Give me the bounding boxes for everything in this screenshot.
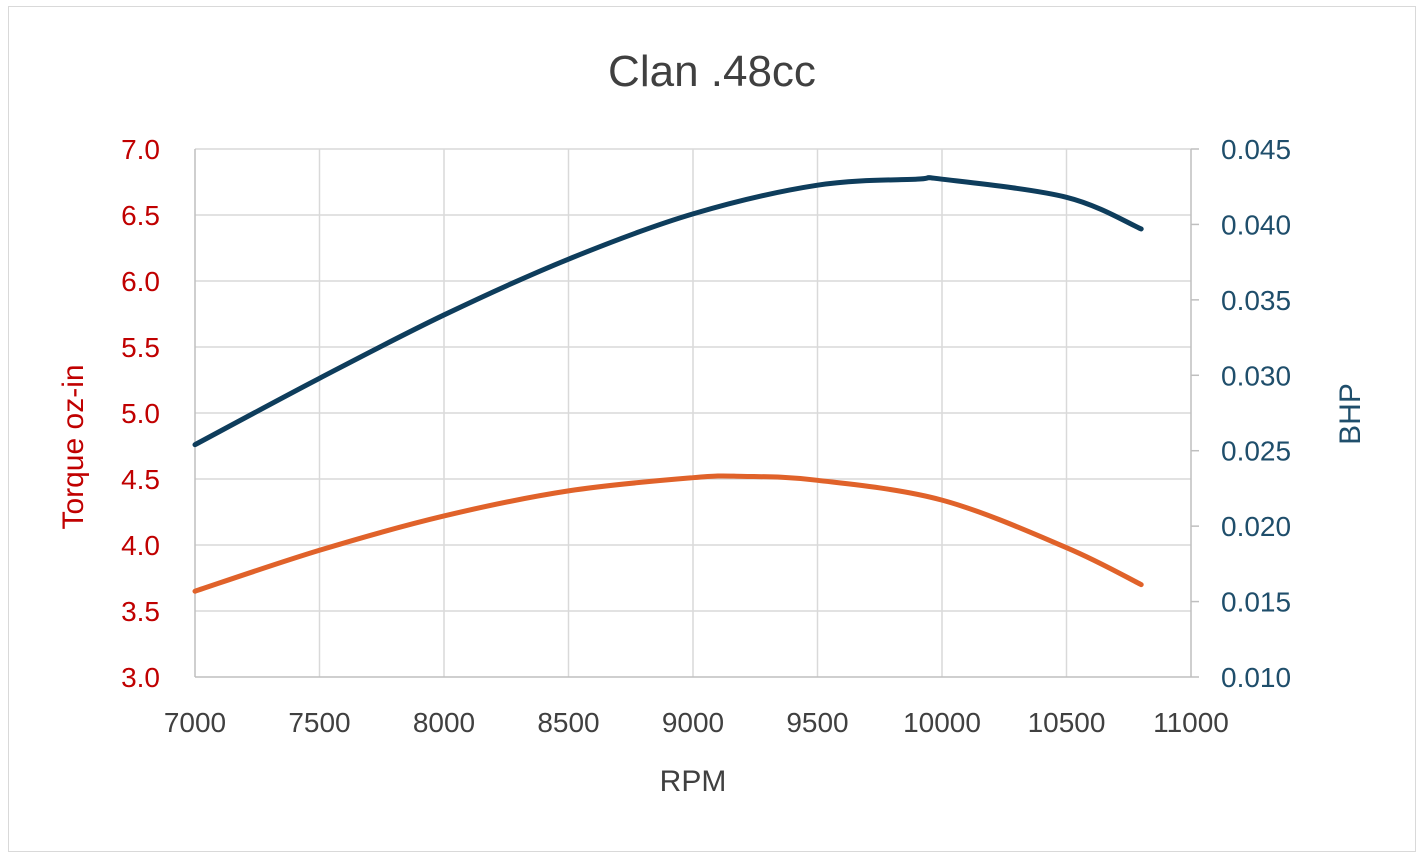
y-left-tick-label: 3.0 xyxy=(121,662,160,693)
y-left-tick-label: 5.0 xyxy=(121,398,160,429)
tick-label-layer: 7000 7500 8000 8500 9000 9500 10000 10500 11000 3… xyxy=(121,134,1291,738)
y-right-tick-label: 0.010 xyxy=(1221,662,1291,693)
y-left-tick-label: 6.5 xyxy=(121,200,160,231)
y-left-tick-label: 3.5 xyxy=(121,596,160,627)
chart-frame xyxy=(8,6,1416,852)
y-right-tick-label: 0.040 xyxy=(1221,209,1291,240)
x-tick-label: 11000 xyxy=(1153,707,1229,738)
x-axis-title: RPM xyxy=(660,765,727,798)
x-tick-label: 9500 xyxy=(786,707,848,738)
y-right-tick-label: 0.035 xyxy=(1221,285,1291,316)
x-tick-label: 7000 xyxy=(164,707,226,738)
y-right-tick-label: 0.030 xyxy=(1221,360,1291,391)
y-left-tick-label: 4.0 xyxy=(121,530,160,561)
y-right-axis-title: BHP xyxy=(1334,383,1367,445)
x-tick-label: 8500 xyxy=(537,707,599,738)
y-right-tick-label: 0.020 xyxy=(1221,511,1291,542)
x-tick-label: 8000 xyxy=(413,707,475,738)
x-tick-label: 7500 xyxy=(288,707,350,738)
y-right-tick-label: 0.015 xyxy=(1221,587,1291,618)
y-left-tick-label: 6.0 xyxy=(121,266,160,297)
grid-layer xyxy=(195,148,1191,677)
y-left-tick-label: 7.0 xyxy=(121,134,160,165)
torque-series-line xyxy=(192,473,1144,594)
y-left-tick-label: 4.5 xyxy=(121,464,160,495)
x-tick-label: 9000 xyxy=(662,707,724,738)
x-tick-label: 10000 xyxy=(903,707,981,738)
bhp-series-line xyxy=(192,175,1144,448)
y-right-tick-label: 0.025 xyxy=(1221,436,1291,467)
chart-title: Clan .48cc xyxy=(608,47,816,96)
y-right-tick-label: 0.045 xyxy=(1221,134,1291,165)
x-tick-label: 10500 xyxy=(1028,707,1106,738)
series-layer xyxy=(192,175,1144,594)
y-left-axis-title: Torque oz-in xyxy=(57,364,90,529)
y-left-tick-label: 5.5 xyxy=(121,332,160,363)
